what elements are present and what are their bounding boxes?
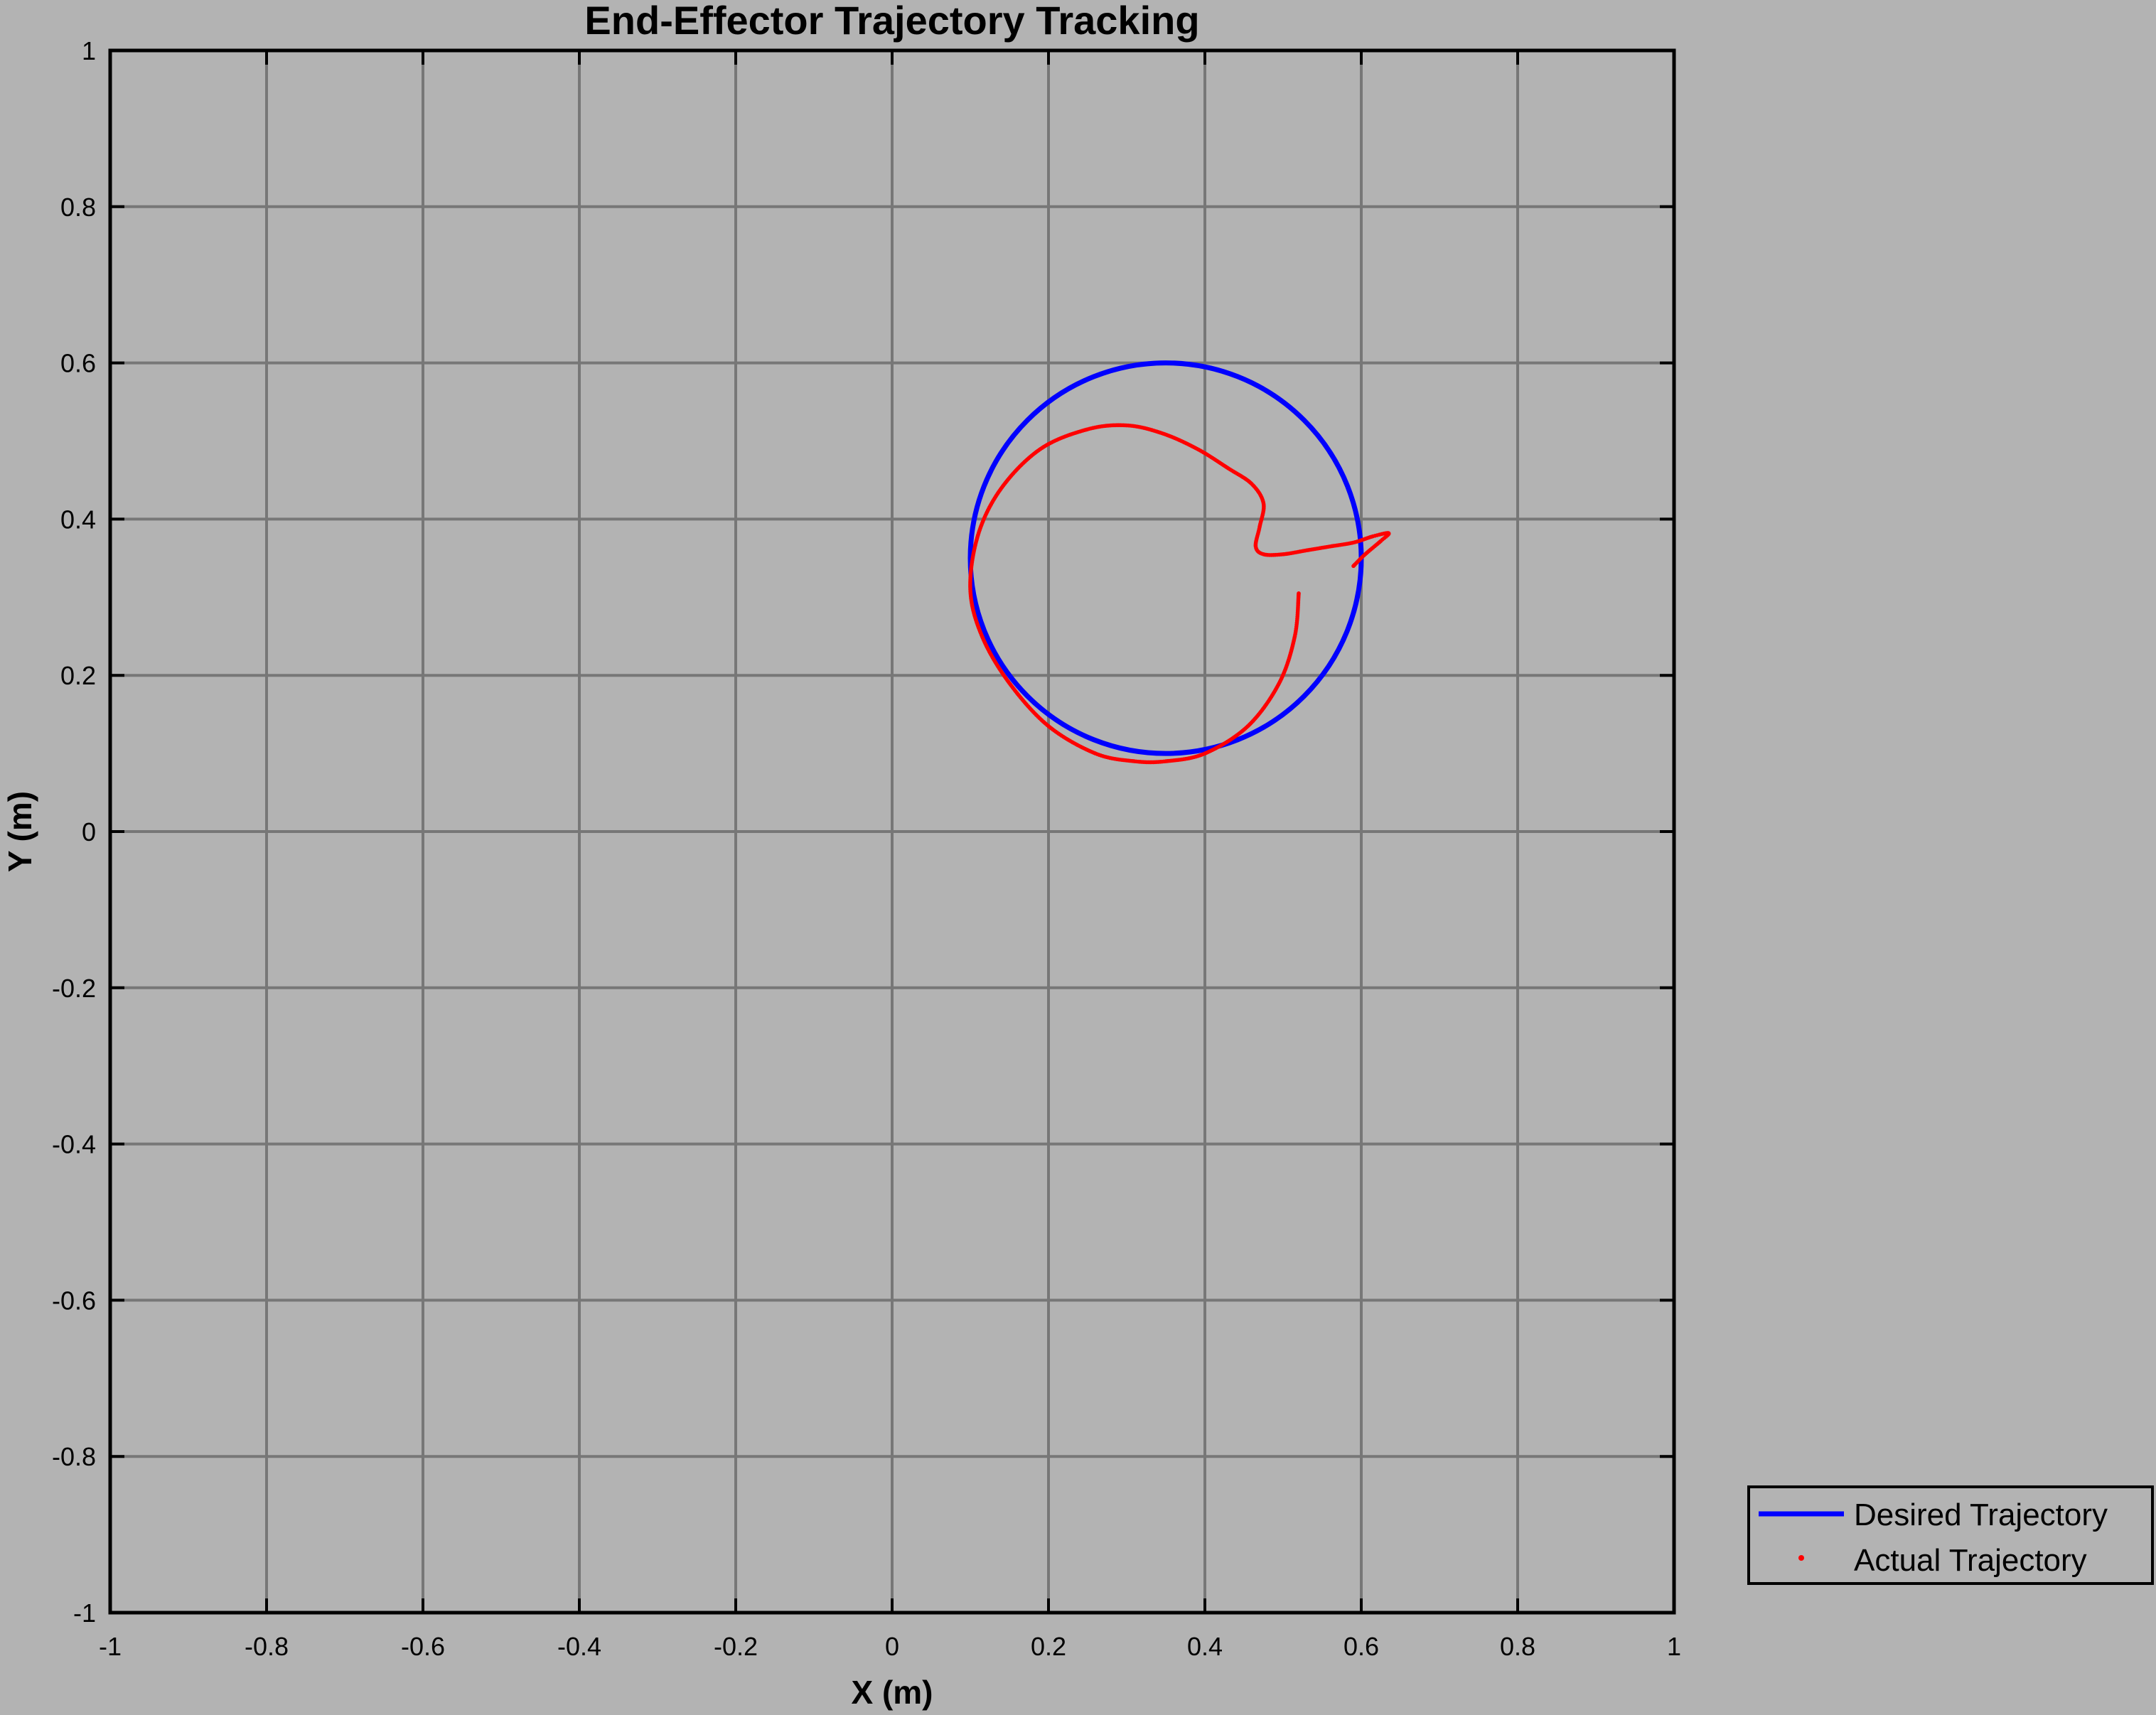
x-tick-label: 0.2 bbox=[1031, 1632, 1066, 1661]
y-tick-label: -0.6 bbox=[52, 1286, 96, 1315]
x-tick-labels: -1 -0.8 -0.6 -0.4 -0.2 0 0.2 0.4 0.6 0.8 1 bbox=[99, 1632, 1681, 1661]
x-tick-label: 0.6 bbox=[1344, 1632, 1379, 1661]
legend-actual-label: Actual Trajectory bbox=[1854, 1543, 2087, 1578]
y-tick-label: -0.8 bbox=[52, 1442, 96, 1471]
chart-title: End-Effector Trajectory Tracking bbox=[584, 0, 1199, 43]
y-tick-label: 0.8 bbox=[60, 193, 96, 222]
x-tick-label: -0.6 bbox=[401, 1632, 445, 1661]
axes-box bbox=[108, 48, 1676, 1615]
x-axis-label: X (m) bbox=[852, 1674, 933, 1711]
y-tick-label: 0.2 bbox=[60, 661, 96, 690]
y-tick-label: 0.6 bbox=[60, 349, 96, 378]
y-axis-label: Y (m) bbox=[1, 791, 38, 872]
y-tick-labels: -1 -0.8 -0.6 -0.4 -0.2 0 0.2 0.4 0.6 0.8 1 bbox=[52, 36, 96, 1628]
grid bbox=[110, 50, 1674, 1613]
x-tick-label: -1 bbox=[99, 1632, 122, 1661]
legend-box bbox=[1747, 1485, 2154, 1585]
legend: Desired Trajectory Actual Trajectory bbox=[1747, 1485, 2154, 1585]
x-tick-label: 0.8 bbox=[1500, 1632, 1535, 1661]
y-tick-label: 1 bbox=[82, 36, 96, 65]
legend-desired-label: Desired Trajectory bbox=[1854, 1498, 2108, 1532]
legend-actual-swatch bbox=[1798, 1555, 1804, 1561]
actual-trajectory-points bbox=[968, 423, 1391, 765]
x-tick-label: -0.4 bbox=[557, 1632, 601, 1661]
x-tick-label: 1 bbox=[1667, 1632, 1681, 1661]
x-tick-label: 0.4 bbox=[1187, 1632, 1223, 1661]
x-tick-label: 0 bbox=[885, 1632, 899, 1661]
actual-trajectory-point bbox=[1351, 564, 1356, 569]
y-tick-label: 0.4 bbox=[60, 505, 96, 534]
plot-series bbox=[967, 360, 1391, 765]
x-tick-label: -0.2 bbox=[714, 1632, 758, 1661]
y-tick-label: -1 bbox=[73, 1598, 96, 1628]
x-tick-label: -0.8 bbox=[245, 1632, 289, 1661]
y-tick-label: -0.2 bbox=[52, 974, 96, 1003]
y-tick-label: -0.4 bbox=[52, 1130, 96, 1159]
y-tick-label: 0 bbox=[82, 817, 96, 846]
